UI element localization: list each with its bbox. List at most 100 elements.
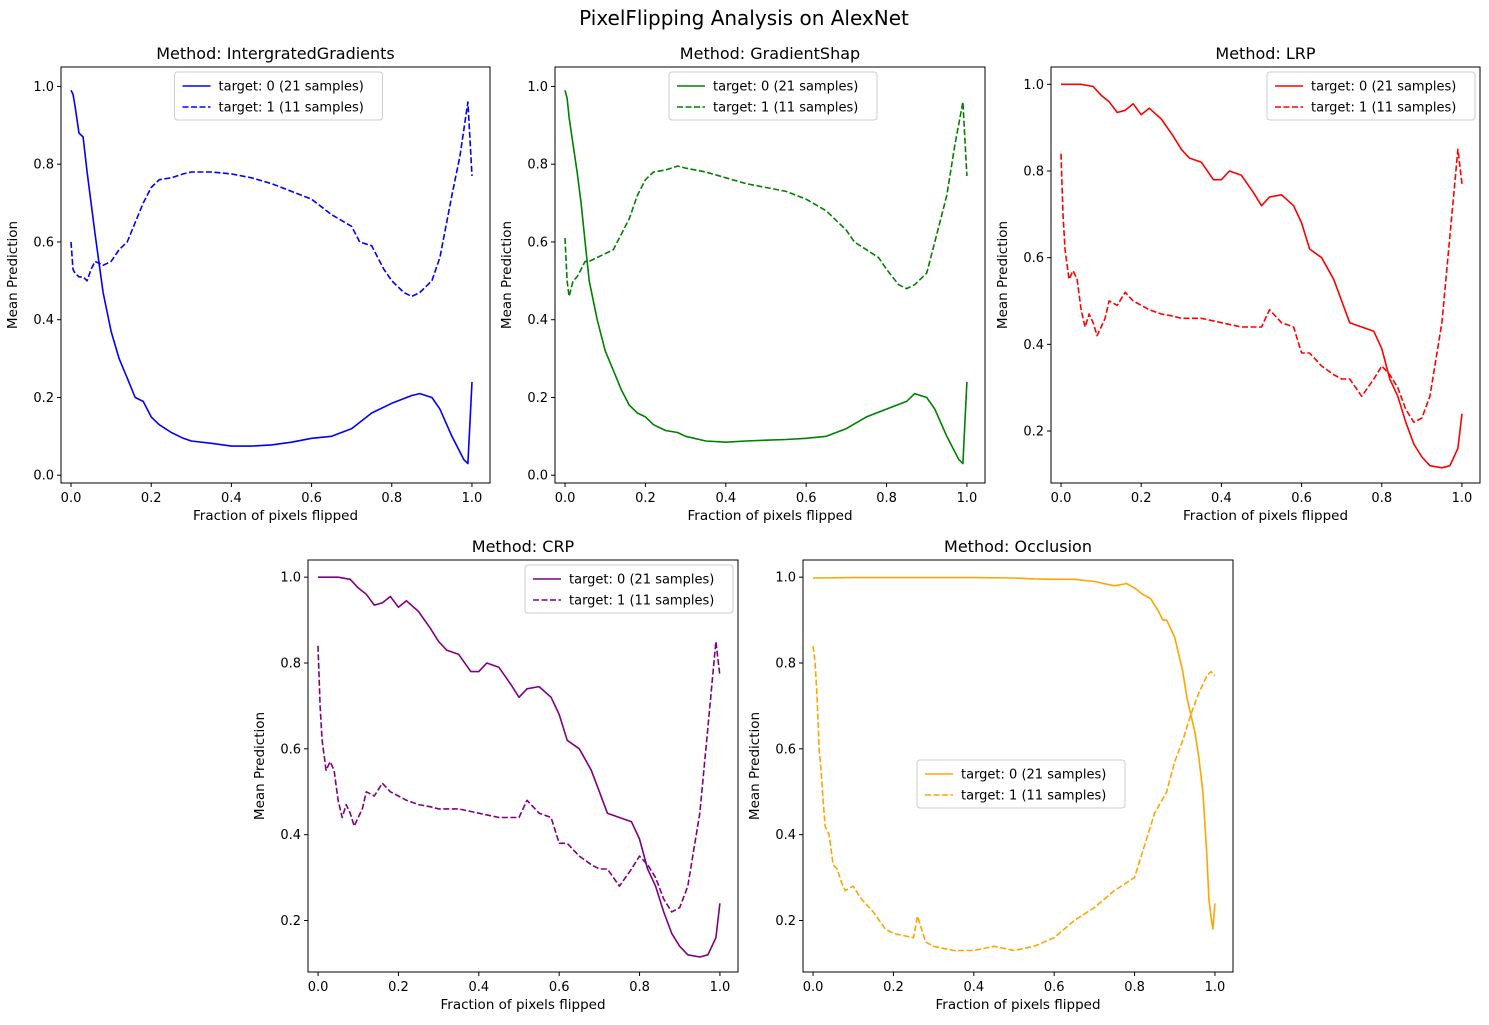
y-tick-label: 0.8 <box>33 158 54 173</box>
x-tick-label: 0.4 <box>715 491 736 506</box>
y-tick-label: 0.2 <box>775 914 796 929</box>
axes-frame <box>554 66 986 484</box>
legend-box <box>916 759 1126 809</box>
chart-title: Method: LRP <box>1215 44 1316 63</box>
legend-label: target: 0 (21 samples) <box>569 573 714 588</box>
legend-label: target: 0 (21 samples) <box>713 80 858 95</box>
y-tick-label: 0.2 <box>33 391 54 406</box>
x-tick-label: 0.2 <box>883 980 904 995</box>
x-tick-label: 0.6 <box>301 491 322 506</box>
legend-box <box>1266 71 1476 121</box>
y-tick-label: 0.8 <box>1023 165 1044 180</box>
x-tick-label: 0.0 <box>555 491 576 506</box>
axes-frame <box>307 559 739 973</box>
legend-label: target: 1 (11 samples) <box>569 594 714 609</box>
figure-title: PixelFlipping Analysis on AlexNet <box>579 6 909 30</box>
y-tick-label: 0.2 <box>280 914 301 929</box>
y-tick-label: 1.0 <box>1023 78 1044 93</box>
chart-panel-5: Method: Occlusion 0.0 0.2 0.4 0.6 0.8 1.0 0.2 0.… <box>747 537 1234 1013</box>
y-tick-label: 0.0 <box>33 469 54 484</box>
x-tick-label: 0.0 <box>1051 491 1072 506</box>
series-line-target-1 <box>564 101 968 298</box>
y-axis-label: Mean Prediction <box>995 221 1011 329</box>
series-line-target-0 <box>812 576 1216 930</box>
legend: target: 0 (21 samples) target: 1 (11 samp… <box>174 71 383 121</box>
legend: target: 0 (21 samples) target: 1 (11 samp… <box>1266 71 1476 121</box>
x-tick-label: 0.0 <box>61 491 82 506</box>
x-tick-label: 0.4 <box>1211 491 1232 506</box>
chart-panel-4: Method: CRP 0.0 0.2 0.4 0.6 0.8 1.0 0.2 0.4 0.6 0.… <box>252 537 739 1013</box>
series-line-target-0 <box>70 89 473 465</box>
series-line-target-1 <box>317 640 721 913</box>
legend-label: target: 0 (21 samples) <box>961 768 1106 783</box>
y-tick-label: 0.6 <box>33 235 54 250</box>
x-axis-label: Fraction of pixels flipped <box>193 508 358 524</box>
y-tick-label: 1.0 <box>33 80 54 95</box>
legend: target: 0 (21 samples) target: 1 (11 samp… <box>668 71 878 121</box>
y-tick-label: 0.4 <box>527 313 548 328</box>
x-axis-label: Fraction of pixels flipped <box>687 508 852 524</box>
legend-label: target: 1 (11 samples) <box>713 101 858 116</box>
x-tick-label: 1.0 <box>462 491 483 506</box>
y-tick-label: 1.0 <box>527 80 548 95</box>
axes-frame <box>60 66 491 484</box>
x-tick-label: 0.0 <box>308 980 329 995</box>
x-tick-label: 0.4 <box>963 980 984 995</box>
series-line-target-1 <box>70 101 473 298</box>
x-axis-label: Fraction of pixels flipped <box>935 997 1100 1013</box>
legend-label: target: 1 (11 samples) <box>219 101 364 116</box>
series-line-target-0 <box>1061 83 1463 469</box>
series-line-target-0 <box>564 90 968 465</box>
y-tick-label: 0.0 <box>527 469 548 484</box>
y-tick-label: 0.4 <box>775 828 796 843</box>
x-tick-label: 0.6 <box>1044 980 1065 995</box>
x-axis-label: Fraction of pixels flipped <box>440 997 605 1013</box>
x-tick-label: 0.4 <box>221 491 242 506</box>
legend-label: target: 1 (11 samples) <box>961 789 1106 804</box>
chart-panel-2: Method: GradientShap 0.0 0.2 0.4 0.6 0.8 1.0 0.… <box>499 44 986 524</box>
legend: target: 0 (21 samples) target: 1 (11 samp… <box>524 564 734 614</box>
chart-title: Method: CRP <box>472 537 575 556</box>
x-tick-label: 0.8 <box>381 491 402 506</box>
x-tick-label: 0.8 <box>1371 491 1392 506</box>
y-tick-label: 0.4 <box>280 828 301 843</box>
y-tick-label: 0.2 <box>1023 425 1044 440</box>
legend-box <box>668 71 878 121</box>
x-tick-label: 0.6 <box>1291 491 1312 506</box>
x-tick-label: 0.2 <box>141 491 162 506</box>
x-tick-label: 0.6 <box>549 980 570 995</box>
x-tick-label: 0.8 <box>1124 980 1145 995</box>
y-tick-label: 0.6 <box>775 742 796 757</box>
x-tick-label: 0.2 <box>635 491 656 506</box>
axes-frame <box>1050 66 1481 484</box>
x-tick-label: 0.8 <box>629 980 650 995</box>
y-tick-label: 0.6 <box>1023 251 1044 266</box>
y-tick-label: 1.0 <box>280 571 301 586</box>
x-tick-label: 0.0 <box>803 980 824 995</box>
x-tick-label: 1.0 <box>1205 980 1226 995</box>
y-tick-label: 0.8 <box>775 657 796 672</box>
legend-label: target: 0 (21 samples) <box>1311 80 1456 95</box>
legend: target: 0 (21 samples) target: 1 (11 samp… <box>916 759 1126 809</box>
y-tick-label: 0.2 <box>527 391 548 406</box>
series-line-target-0 <box>318 576 721 958</box>
x-tick-label: 0.2 <box>388 980 409 995</box>
legend-box <box>174 71 383 121</box>
chart-panel-3: Method: LRP 0.0 0.2 0.4 0.6 0.8 1.0 0.2 0.4 0.6 0.… <box>995 44 1481 524</box>
x-tick-label: 0.8 <box>876 491 897 506</box>
chart-title: Method: GradientShap <box>680 44 860 63</box>
x-tick-label: 0.2 <box>1131 491 1152 506</box>
y-tick-label: 0.6 <box>280 742 301 757</box>
x-tick-label: 0.4 <box>468 980 489 995</box>
legend-label: target: 0 (21 samples) <box>219 80 364 95</box>
y-axis-label: Mean Prediction <box>747 712 763 820</box>
y-tick-label: 0.8 <box>280 657 301 672</box>
x-tick-label: 1.0 <box>1452 491 1473 506</box>
y-tick-label: 0.4 <box>33 313 54 328</box>
y-tick-label: 1.0 <box>775 571 796 586</box>
y-tick-label: 0.8 <box>527 158 548 173</box>
legend-label: target: 1 (11 samples) <box>1311 101 1456 116</box>
x-tick-label: 0.6 <box>796 491 817 506</box>
x-axis-label: Fraction of pixels flipped <box>1183 508 1348 524</box>
